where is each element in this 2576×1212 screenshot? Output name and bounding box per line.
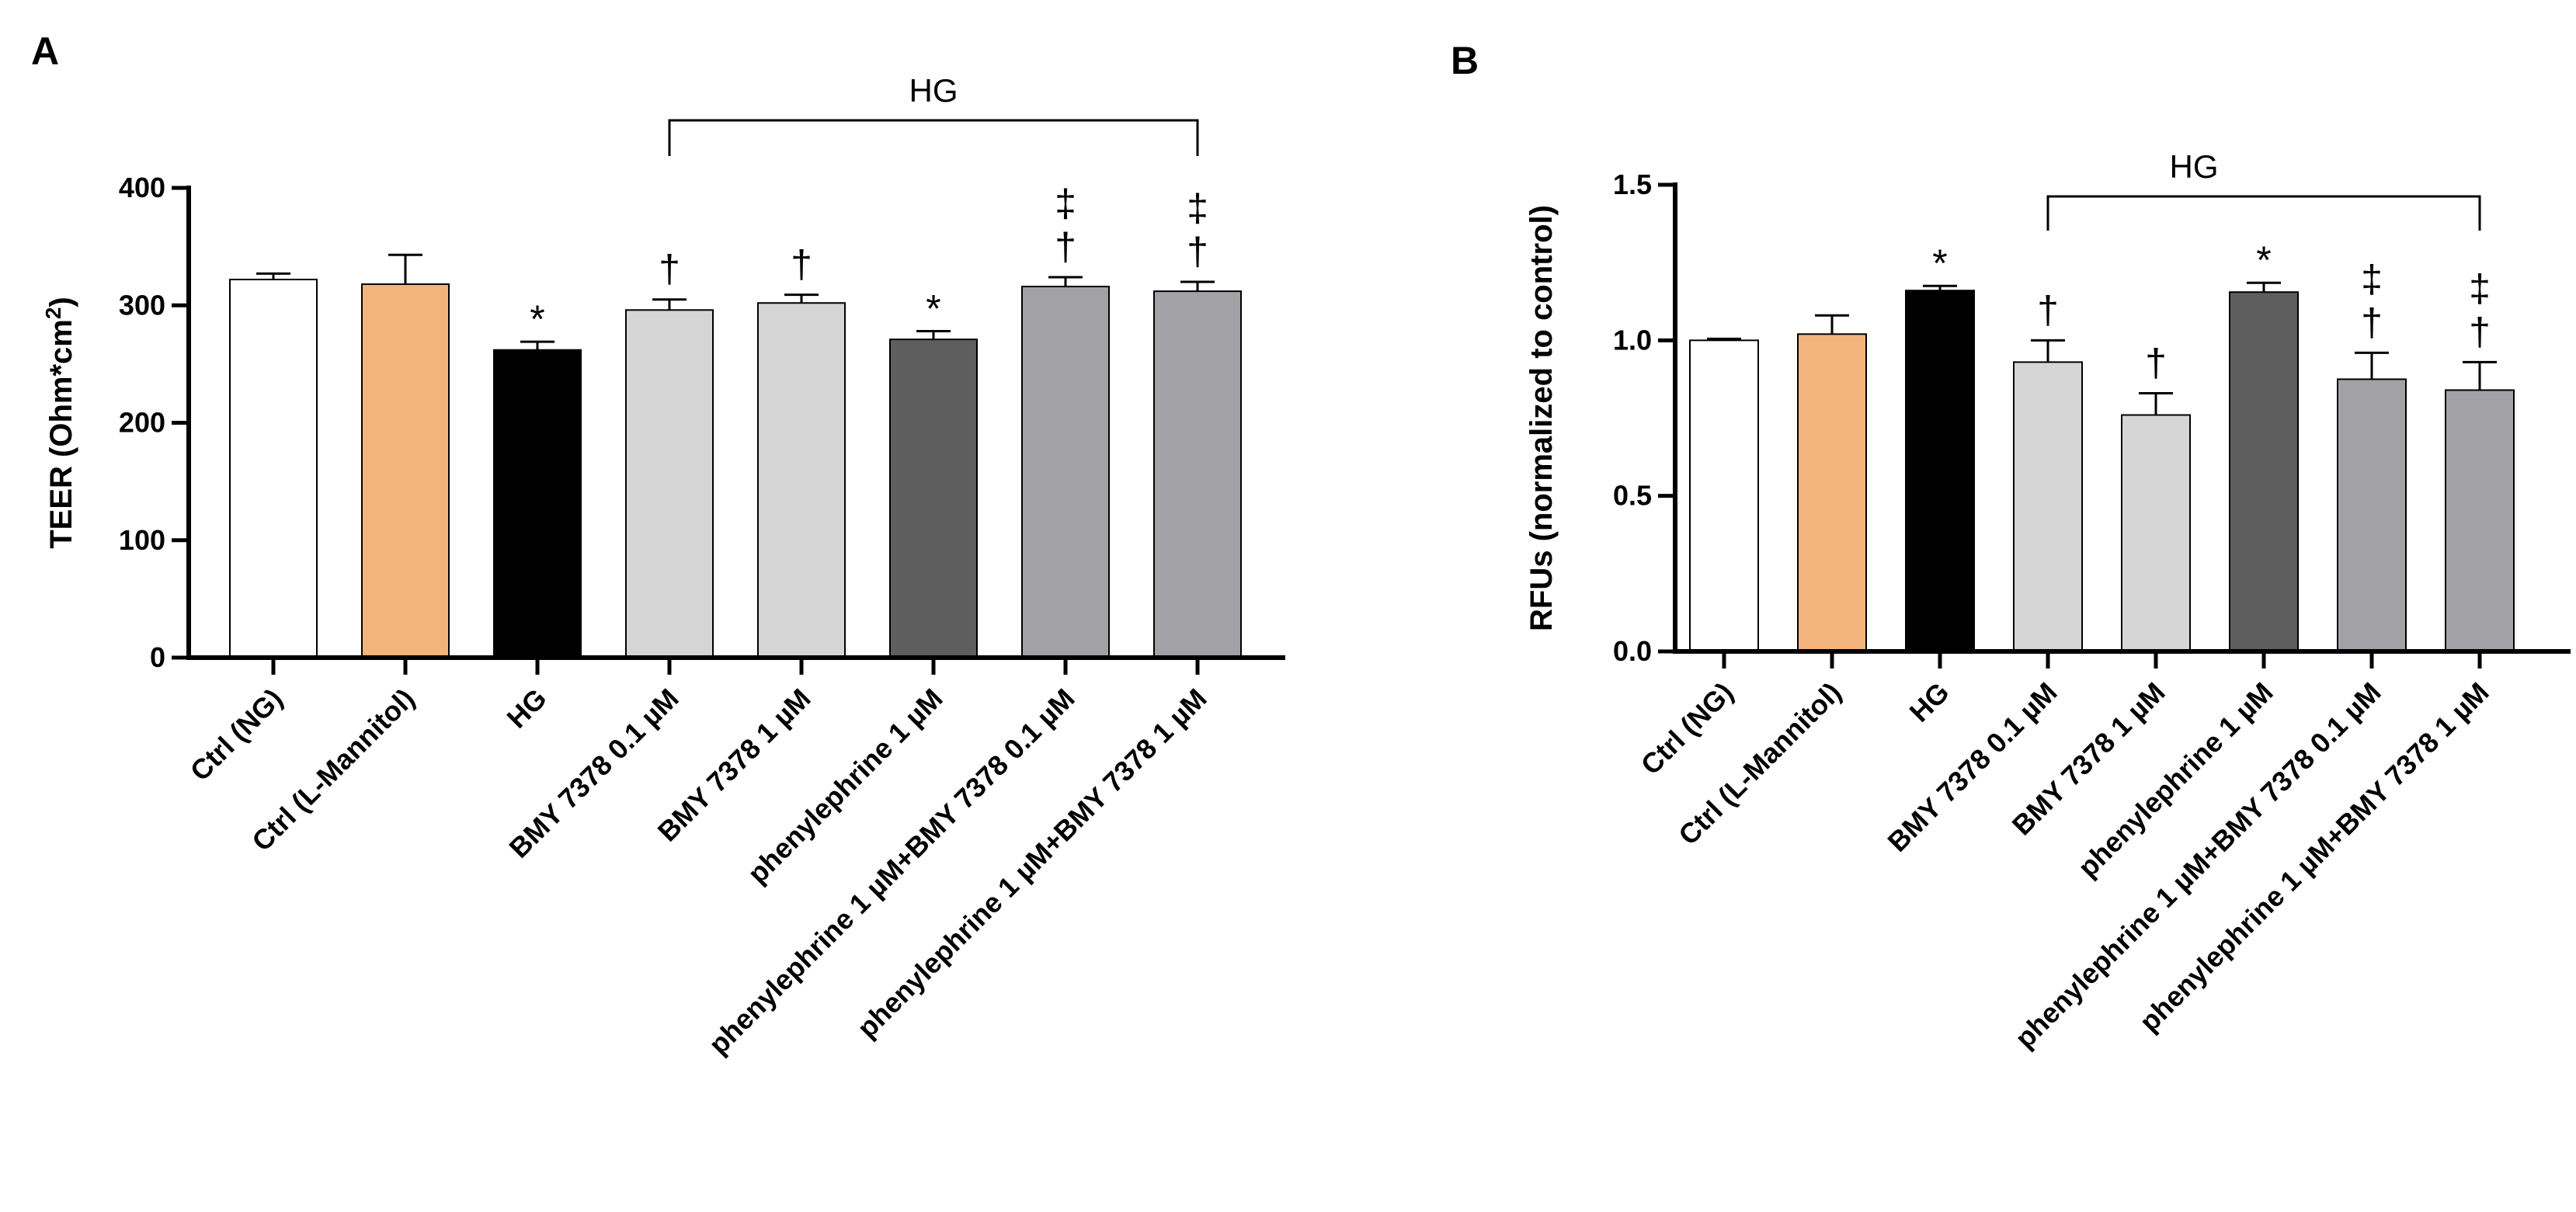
panel-b-x-tick-label: Ctrl (NG) (1635, 676, 1740, 781)
panel-b-significance-mark: * (1932, 241, 1947, 285)
panel-b-bar (2013, 361, 2083, 652)
panel-b-significance-mark: † (2037, 288, 2059, 332)
panel-b-bar (2121, 414, 2191, 652)
panel-a-y-tick-label: 400 (119, 172, 165, 203)
panel-b-chart: B 0.0 0.5 1.0 1.5 RFUs (normalized to contro… (1451, 39, 2571, 1054)
panel-b-significance-mark: * (2256, 238, 2271, 282)
panel-b-bar (1797, 333, 1867, 652)
panel-b-significance-mark: † (2361, 300, 2383, 344)
panel-a-x-tick-label: HG (500, 682, 552, 734)
panel-b-y-tick-label: 1.5 (1613, 168, 1652, 200)
panel-a-significance-mark: † (1055, 225, 1076, 269)
panel-a-significance-mark: ‡ (1187, 186, 1208, 230)
panel-a-significance-mark: ‡ (1055, 182, 1076, 225)
panel-a-y-tick-label: 300 (119, 289, 165, 321)
panel-a-y-tick-label: 100 (119, 524, 165, 556)
panel-a-y-tick-label: 200 (119, 407, 165, 439)
panel-b-x-tick-label: phenylephrine 1 µM+BMY 7378 0.1 µM (2008, 676, 2387, 1054)
panel-a-hg-bracket-label: HG (909, 72, 958, 109)
panel-a-y-axis-label: TEER (Ohm*cm2) (41, 297, 78, 549)
panel-a-bar (757, 302, 846, 658)
panel-b-x-tick-label: phenylephrine 1 µM (2072, 676, 2279, 884)
panel-b-bar (1905, 290, 1975, 652)
panel-a-significance-mark: † (791, 243, 812, 287)
panel-b-y-tick-label: 1.0 (1613, 324, 1652, 356)
panel-b-letter: B (1451, 39, 1479, 82)
panel-b-y-axis-label: RFUs (normalized to control) (1524, 205, 1559, 631)
panel-b-hg-bracket (2046, 195, 2481, 231)
panel-b-significance-mark: ‡ (2469, 266, 2491, 310)
panel-b-y-tick-label: 0.5 (1613, 480, 1652, 512)
panel-a-y-axis-label-sup: 2 (41, 307, 65, 320)
panel-a-bar (625, 309, 714, 658)
panel-a-letter: A (31, 30, 59, 73)
panel-b-bar (2337, 378, 2407, 652)
panel-a-bar (889, 339, 978, 658)
panel-a-bar (1153, 290, 1242, 658)
panel-b-bar (1689, 339, 1759, 652)
panel-a-significance-mark: † (1187, 230, 1208, 273)
panel-b-significance-mark: † (2469, 310, 2491, 353)
panel-b-significance-mark: ‡ (2361, 257, 2383, 300)
panel-a-y-axis-label-end: ) (44, 297, 78, 307)
panel-a-hg-bracket (668, 119, 1199, 156)
panel-b-bar (2445, 389, 2515, 652)
panel-b-x-tick-label: HG (1903, 676, 1955, 728)
panel-a-bar (493, 349, 582, 658)
panel-b-hg-bracket-label: HG (2170, 148, 2219, 185)
panel-a-significance-mark: † (659, 248, 680, 291)
panel-b-bar (2229, 291, 2299, 652)
panel-a-y-tick-label: 0 (150, 641, 165, 673)
panel-a-significance-mark: * (926, 287, 940, 331)
panel-a-x-tick-label: Ctrl (NG) (184, 682, 289, 787)
panel-a-bar (361, 283, 450, 658)
panel-a-significance-mark: * (530, 297, 544, 341)
panel-a-bar (1021, 286, 1110, 658)
panel-b-significance-mark: † (2145, 341, 2167, 384)
panel-a-bar (229, 278, 318, 658)
panel-b-y-tick-label: 0.0 (1613, 635, 1652, 667)
